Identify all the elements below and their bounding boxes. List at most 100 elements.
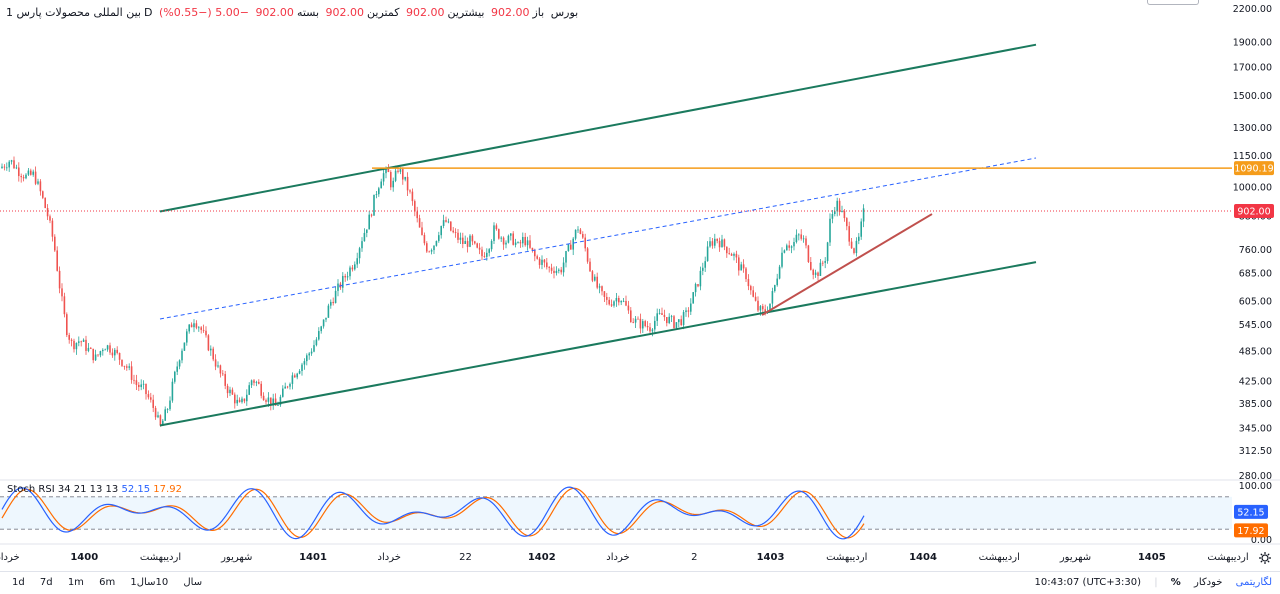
chart-canvas[interactable]: 2200.00 1900.00 1700.00 1500.00 1300.00 1150.… [0,0,1280,571]
candle-body [315,339,318,346]
time-tick-label: اردیبهشت [140,552,181,563]
candle-body [97,354,99,356]
range-10y-button[interactable]: 10سال [136,577,169,588]
candle-body [610,304,613,306]
range-1m-button[interactable]: 1m [67,577,84,588]
candle-body [102,349,104,352]
price-tick-label: 385.00 [1239,399,1272,410]
price-axis[interactable]: 2200.00 1900.00 1700.00 1500.00 1300.00 1150.… [1233,4,1274,482]
candle-body [402,169,404,180]
interval-label[interactable]: 1D [6,6,153,19]
candle-body [118,352,121,360]
candle-body [66,314,68,336]
candle-body [757,300,759,311]
candle-body [20,176,22,178]
candle-body [229,389,231,394]
candle-body [488,249,490,253]
percent-toggle[interactable]: % [1170,577,1181,588]
candle-body [174,371,176,382]
candle-body [807,245,810,262]
candle-body [579,229,582,235]
stoch-rsi-header[interactable]: Stoch RSI 34 21 13 13 52.15 17.92 [7,484,182,495]
range-1d-button[interactable]: 1d [12,577,25,588]
symbol-header: بین المللی محصولات پارس 1D بورس باز902.0… [6,6,581,19]
candle-body [723,239,726,247]
auto-scale-toggle[interactable]: خودکار [1194,577,1223,588]
candle-body [447,221,450,223]
candle-body [145,383,147,395]
candle-body [500,237,502,239]
candle-body [262,395,265,401]
candle-body [75,342,78,350]
candle-body [128,366,130,368]
time-axis[interactable]: خرداد 1400 اردیبهشت شهریور 1401 خرداد 22 1402 خر… [0,552,1249,563]
candle-body [608,299,610,305]
candle-body [584,237,586,249]
candle-body [754,296,757,301]
price-tick-label: 485.00 [1239,347,1272,358]
candle-body [130,366,133,380]
time-tick-label: اردیبهشت [1207,552,1248,563]
range-7d-button[interactable]: 7d [39,577,53,588]
candle-body [373,194,375,216]
candle-body [531,247,534,251]
candle-body [133,379,135,381]
price-pane[interactable] [0,156,1280,545]
candle-body [253,380,255,383]
candle-body [697,284,699,287]
range-1y-button[interactable]: 1سال [130,577,203,588]
candle-body [762,306,764,310]
candle-body [810,261,812,270]
open-value: 902.00 [490,6,530,19]
candle-body [502,237,505,245]
candle-body [536,256,538,259]
candle-body [198,327,200,329]
log-scale-toggle[interactable]: لگاریتمی [1235,577,1272,588]
maximize-handle[interactable] [1147,0,1199,5]
candle-body [637,318,639,320]
candle-body [675,322,678,328]
candle-body [219,365,222,374]
candle-body [121,359,123,366]
candle-body [186,331,188,343]
candle-body [570,244,572,250]
candle-body [246,394,248,402]
price-tick-label: 280.00 [1239,471,1272,482]
candle-body [265,400,267,402]
candle-body [164,409,166,421]
candle-body [742,264,745,269]
candle-body [639,318,642,329]
settings-gear-icon[interactable] [1258,551,1272,565]
candle-body [541,259,543,265]
candle-body [58,270,61,289]
candle-body [846,218,848,227]
candle-body [670,316,673,318]
candle-body [800,234,802,239]
candle-body [394,170,397,181]
clock-display[interactable]: 10:43:07 (UTC+3:30) [1034,577,1142,588]
candle-body [202,329,205,331]
candle-body [819,262,822,276]
candle-body [764,309,766,313]
stoch-k-value: 52.15 [121,484,151,495]
candle-body [238,399,241,403]
candle-body [711,241,714,246]
candle-body [222,373,224,375]
candle-body [32,171,34,175]
candle-body [90,347,92,349]
candle-body [354,264,356,270]
symbol-name[interactable]: بین المللی محصولات پارس [16,6,141,19]
candle-body [42,191,44,198]
candle-body [673,316,675,328]
candle-body [706,246,709,262]
range-6m-button[interactable]: 6m [99,577,116,588]
candle-body [507,235,510,243]
candle-body [104,349,106,351]
drawings-layer[interactable] [0,43,1232,427]
candle-body [270,397,272,406]
close-value: 902.00 [255,6,294,19]
candle-body [298,370,301,374]
price-tick-label: 545.00 [1239,320,1272,331]
candle-body [224,374,226,386]
